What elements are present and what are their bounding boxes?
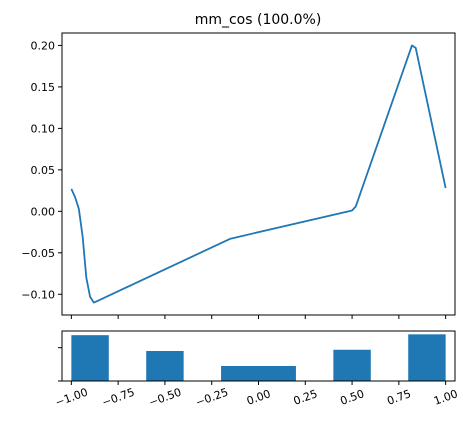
x-tick-label: 0.25	[292, 387, 319, 408]
chart-title: mm_cos (100.0%)	[195, 12, 322, 28]
x-tick-label: −0.25	[194, 386, 230, 410]
histogram-bar	[221, 366, 296, 381]
histogram-y-axis	[58, 347, 62, 382]
histogram-bar	[146, 351, 184, 381]
histogram-bar	[71, 335, 109, 381]
histogram-plot-frame	[61, 330, 456, 382]
x-tick-label: 0.75	[385, 387, 412, 408]
x-tick-label: 0.50	[339, 387, 366, 408]
main-y-axis: 0.20 0.15 0.10 0.05 0.00 −0.05 −0.10	[21, 39, 62, 301]
x-tick-label: −1.00	[53, 386, 89, 410]
x-tick-label: −0.50	[147, 386, 183, 410]
y-tick-label: 0.05	[31, 164, 56, 177]
y-tick-label: −0.10	[21, 288, 55, 301]
histogram-bar	[333, 349, 371, 381]
x-tick-label: 1.00	[432, 387, 459, 408]
histogram-x-axis: −1.00 −0.75 −0.50 −0.25 0.00 0.25 0.50 0.75 1.00	[53, 381, 460, 410]
y-tick-label: 0.20	[31, 39, 56, 52]
histogram-bar	[408, 334, 446, 381]
y-tick-label: 0.10	[31, 122, 56, 135]
main-plot-frame	[61, 32, 456, 316]
x-tick-label: 0.00	[245, 387, 272, 408]
y-tick-label: −0.05	[21, 247, 55, 260]
main-x-tick-marks	[70, 315, 447, 319]
main-plot: mm_cos (100.0%) 0.20 0.15 0.10 0.05 0.00 −0.0…	[21, 12, 456, 319]
y-tick-label: 0.15	[31, 81, 56, 94]
x-tick-label: −0.75	[100, 386, 136, 410]
histogram-bars	[71, 334, 446, 381]
y-tick-label: 0.00	[31, 205, 56, 218]
series-line	[70, 44, 447, 304]
histogram-plot: −1.00 −0.75 −0.50 −0.25 0.00 0.25 0.50 0.75 1.00	[53, 330, 460, 410]
